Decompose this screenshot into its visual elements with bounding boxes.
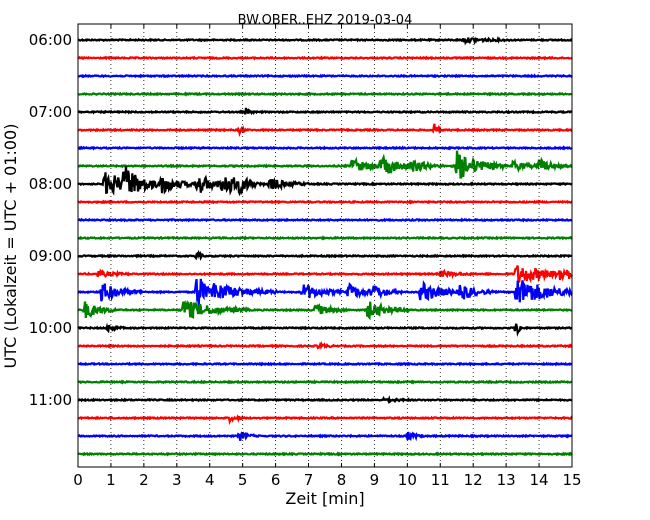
trace-1130 [77,431,573,442]
trace-0900 [77,249,573,261]
trace-0800 [77,166,573,197]
y-axis-label: UTC (Lokalzeit = UTC + 01:00) [1,124,20,369]
x-tick-label: 12 [464,471,483,489]
x-axis-label: Zeit [min] [285,489,364,508]
trace-0745 [77,150,573,179]
y-tick-label: 09:00 [29,247,72,265]
y-tick-label: 10:00 [29,319,72,337]
x-tick-label: 11 [431,471,450,489]
trace-1115 [78,414,573,426]
trace-0815 [77,199,573,205]
trace-1145 [77,451,573,457]
trace-0945 [77,299,572,321]
x-tick-label: 15 [562,471,581,489]
x-tick-label: 9 [370,471,380,489]
x-tick-label: 8 [337,471,347,489]
y-tick-label: 07:00 [29,103,72,121]
trace-0600 [77,35,573,46]
x-tick-label: 13 [497,471,516,489]
trace-0930 [77,278,573,307]
trace-1045 [77,379,573,385]
x-tick-label: 5 [238,471,248,489]
trace-0715 [77,123,573,138]
x-tick-label: 0 [73,471,83,489]
trace-1100 [77,395,573,405]
y-tick-label: 08:00 [29,175,72,193]
x-tick-label: 14 [530,471,549,489]
trace-0630 [78,73,573,79]
x-tick-label: 2 [139,471,149,489]
trace-0615 [77,55,573,61]
trace-0845 [77,235,573,241]
trace-0645 [77,91,572,97]
y-axis: 06:00 07:00 08:00 09:00 10:00 11:00 [29,31,572,409]
y-tick-label: 11:00 [29,391,72,409]
x-tick-label: 7 [304,471,314,489]
trace-group [77,35,573,457]
x-tick-label: 6 [271,471,281,489]
x-tick-label: 3 [172,471,182,489]
trace-0915 [77,265,573,284]
x-axis: 0 1 2 3 4 5 6 7 8 9 10 11 12 13 14 15 [73,24,582,489]
trace-1000 [77,322,573,338]
chart-title: BW.OBER..EHZ 2019-03-04 [238,13,413,28]
trace-1015 [77,341,573,351]
trace-1030 [77,361,573,367]
plot-frame [77,23,573,468]
trace-0700 [77,107,573,116]
x-tick-label: 1 [106,471,116,489]
trace-0830 [77,217,573,223]
trace-0730 [77,145,573,151]
y-tick-label: 06:00 [29,31,72,49]
x-tick-label: 10 [398,471,417,489]
x-tick-label: 4 [205,471,215,489]
